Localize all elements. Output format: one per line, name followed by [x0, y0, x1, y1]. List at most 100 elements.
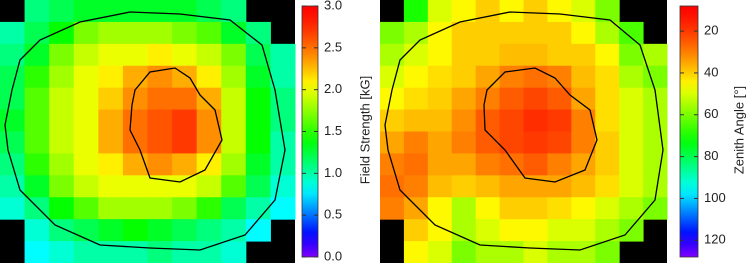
heatmap-cell [73, 109, 99, 132]
heatmap-cell [499, 21, 524, 45]
heatmap-cell [451, 0, 477, 23]
heatmap-cell [122, 131, 148, 154]
heatmap-cell [73, 87, 99, 111]
heatmap-cell [245, 109, 271, 132]
heatmap-cell [451, 131, 477, 154]
heatmap-cell [0, 65, 26, 89]
heatmap-cell [619, 109, 644, 132]
heatmap-cell [0, 109, 26, 132]
heatmap-cell [571, 65, 596, 89]
heatmap-cell [221, 0, 247, 23]
penumbra-contour [4, 11, 286, 251]
heatmap-cell [98, 43, 124, 67]
heatmap-cell [98, 109, 124, 132]
heatmap-cell [595, 131, 620, 154]
heatmap-cell [595, 109, 620, 132]
heatmap-cell [475, 153, 501, 176]
heatmap-cell [451, 219, 477, 242]
heatmap-cell [595, 219, 620, 242]
colorbar-tick-label: 40 [704, 64, 718, 79]
heatmap-cell [98, 175, 124, 198]
heatmap-cell [172, 197, 198, 220]
heatmap-cell [245, 197, 271, 220]
heatmap-cell [523, 43, 548, 67]
heatmap-cell [595, 43, 620, 67]
heatmap-cell [451, 241, 477, 263]
heatmap-cell [122, 219, 148, 242]
heatmap-cell [380, 65, 405, 89]
heatmap-cell [24, 219, 50, 242]
heatmap-cell [196, 43, 222, 67]
heatmap-cell [499, 131, 524, 154]
heatmap-cell [403, 0, 429, 23]
heatmap-cell [98, 87, 124, 111]
heatmap-cell [73, 175, 99, 198]
heatmap-cell [245, 87, 271, 111]
heatmap-cell [475, 21, 501, 45]
heatmap-cell [147, 87, 173, 111]
heatmap-cell [403, 197, 429, 220]
heatmap-cell [427, 175, 453, 198]
heatmap-cell [523, 197, 548, 220]
heatmap-cell [98, 219, 124, 242]
heatmap-cell [547, 197, 572, 220]
heatmap-cell [73, 197, 99, 220]
heatmap-cell [475, 0, 501, 23]
heatmap-cell [403, 65, 429, 89]
heatmap-cell [547, 109, 572, 132]
heatmap-cell [619, 153, 644, 176]
colorbar-label: Field Strength [kG] [357, 76, 372, 184]
heatmap-cell [49, 131, 75, 154]
heatmap-cell [643, 131, 668, 154]
heatmap-cell [380, 197, 405, 220]
heatmap-cell [221, 43, 247, 67]
heatmap-cell [523, 87, 548, 111]
heatmap-cell [499, 109, 524, 132]
heatmap-cell [499, 175, 524, 198]
heatmap-cell [24, 87, 50, 111]
penumbra-contour [384, 11, 664, 251]
contours [4, 11, 664, 251]
heatmap-cell [245, 21, 271, 45]
heatmap-cell [172, 65, 198, 89]
heatmap-cell [571, 131, 596, 154]
heatmap-cell [475, 131, 501, 154]
heatmap-cell [427, 153, 453, 176]
heatmap-cell [571, 43, 596, 67]
heatmap-cell [403, 87, 429, 111]
heatmap-cell [98, 21, 124, 45]
heatmap-cell [595, 87, 620, 111]
heatmap-cell [24, 109, 50, 132]
heatmap-cell [196, 87, 222, 111]
heatmap-cell [73, 21, 99, 45]
heatmap-cell [0, 87, 26, 111]
heatmap-cell [547, 87, 572, 111]
heatmap-cell [245, 65, 271, 89]
heatmap-cell [595, 21, 620, 45]
heatmap-cell [427, 131, 453, 154]
heatmap-cell [172, 43, 198, 67]
heatmap-cell [380, 109, 405, 132]
heatmap-cell [451, 21, 477, 45]
heatmap-cell [595, 0, 620, 23]
heatmap-cell [643, 65, 668, 89]
colorbar-tick-label: 0.0 [324, 248, 342, 263]
heatmap-cell [571, 197, 596, 220]
heatmap-cell [270, 153, 296, 176]
heatmap-cell [147, 0, 173, 23]
heatmap-cell [147, 21, 173, 45]
heatmap-cell [427, 109, 453, 132]
heatmap-cell [403, 241, 429, 263]
heatmap-cell [571, 87, 596, 111]
heatmap-cell [245, 153, 271, 176]
heatmap-cell [499, 87, 524, 111]
heatmap-cell [523, 21, 548, 45]
heatmap-cell [245, 131, 271, 154]
colorbar-tick-label: 80 [704, 148, 718, 163]
heatmap-cell [643, 87, 668, 111]
heatmap-cell [98, 241, 124, 263]
heatmap-cell [547, 175, 572, 198]
heatmap-cell [643, 197, 668, 220]
heatmap-cell [475, 43, 501, 67]
heatmap-cell [245, 43, 271, 67]
